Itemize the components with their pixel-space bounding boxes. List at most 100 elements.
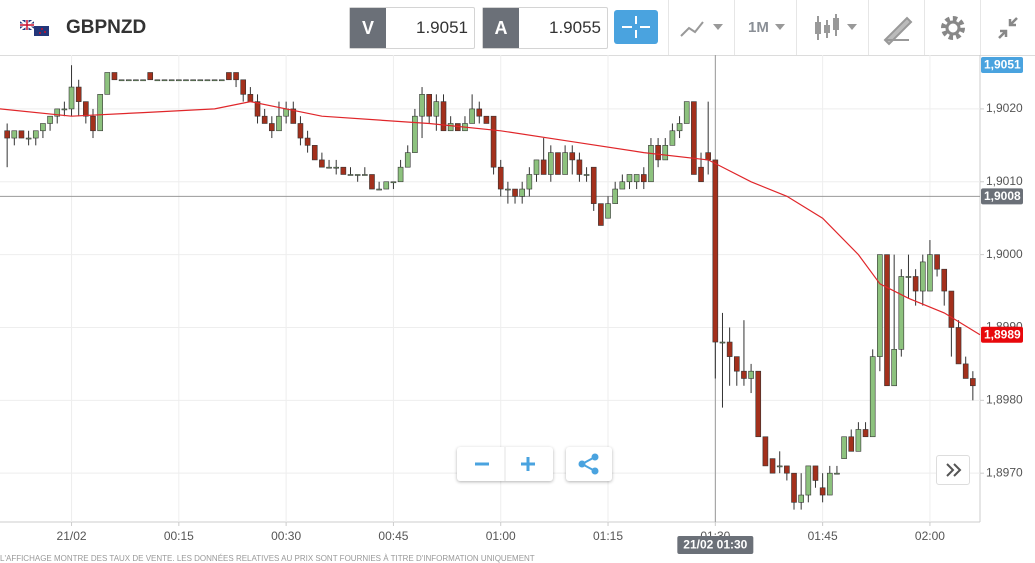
candle-body	[705, 152, 711, 161]
candle-body	[40, 123, 46, 132]
candle-body	[669, 130, 676, 146]
candle-body	[61, 108, 68, 111]
price-tag-label: 1,9051	[984, 58, 1021, 72]
candle-body	[176, 79, 182, 82]
candle-body	[25, 137, 32, 140]
x-tick-label: 01:15	[593, 529, 623, 543]
candle-body	[68, 86, 75, 110]
candle-body	[483, 115, 490, 124]
collapse-button[interactable]	[980, 0, 1035, 55]
candle-body	[970, 378, 976, 387]
candle-body	[848, 436, 855, 452]
candle-body	[433, 101, 440, 117]
candle-body	[698, 166, 704, 183]
candle-body	[619, 181, 626, 190]
candle-body	[877, 254, 883, 357]
candle-body	[75, 86, 82, 102]
scroll-end-button[interactable]	[936, 455, 970, 485]
sell-price: 1.9051	[416, 18, 468, 37]
candle-body	[941, 268, 948, 292]
candle-body	[383, 181, 390, 190]
candle-body	[133, 79, 139, 82]
candle-body	[326, 166, 332, 169]
candle-body	[841, 436, 847, 459]
candle-body	[304, 137, 311, 146]
candle-body	[190, 79, 196, 82]
candle-body	[183, 79, 189, 82]
candle-body	[590, 166, 597, 204]
x-tick-label: 00:45	[378, 529, 408, 543]
candle-body	[855, 429, 862, 452]
candle-body	[626, 174, 633, 183]
buy-price: 1.9055	[549, 18, 601, 37]
candle-body	[769, 458, 776, 474]
candle-body	[683, 101, 690, 124]
candle-style-button[interactable]	[796, 0, 869, 55]
candle-body	[719, 341, 726, 344]
candle-body	[47, 115, 53, 124]
candle-body	[898, 276, 905, 350]
candle-body	[655, 145, 661, 161]
candle-body	[469, 108, 475, 124]
candle-body	[891, 349, 897, 387]
candle-body	[519, 188, 525, 197]
candle-body	[290, 108, 297, 124]
price-tag-box	[981, 326, 1023, 343]
candle-body	[340, 166, 347, 175]
candle-body	[526, 174, 533, 190]
candle-body	[211, 79, 218, 82]
scroll-icon	[946, 463, 962, 477]
sell-price-button[interactable]: V 1.9051	[349, 7, 475, 49]
timeframe-button[interactable]: 1M	[734, 0, 797, 55]
candle-body	[4, 130, 10, 139]
buy-price-button[interactable]: A 1.9055	[482, 7, 608, 49]
candle-body	[362, 174, 368, 176]
collapse-icon	[998, 17, 1018, 39]
candle-body	[776, 465, 783, 468]
y-tick-label: 1,9000	[986, 247, 1023, 261]
candle-body	[533, 159, 540, 175]
crosshair-button[interactable]	[614, 10, 658, 44]
candle-body	[741, 370, 747, 379]
candle-body	[333, 166, 340, 169]
toolbar: GBPNZD V 1.9051 A 1.9055 1M	[0, 0, 1035, 56]
footnote: L'AFFICHAGE MONTRE DES TAUX DE VENTE. LE…	[0, 554, 535, 563]
share-icon	[578, 453, 599, 475]
candle-body	[826, 472, 833, 496]
price-tag: 1,9051	[981, 57, 1023, 73]
candle-body	[576, 159, 583, 175]
candle-body	[919, 261, 926, 292]
candle-body	[755, 370, 762, 438]
candle-body	[812, 465, 819, 481]
candle-body	[397, 166, 404, 183]
candle-body	[269, 123, 275, 132]
zoom-controls	[457, 447, 553, 481]
share-button[interactable]	[566, 447, 612, 481]
candle-body	[884, 254, 890, 387]
candle-body	[283, 108, 289, 117]
chart-type-button[interactable]	[668, 0, 735, 55]
candle-body	[762, 436, 769, 467]
draw-button[interactable]	[868, 0, 925, 55]
candle-body	[254, 101, 261, 117]
moving-average-line	[0, 100, 981, 336]
candle-body	[419, 94, 425, 117]
candle-body	[233, 72, 239, 81]
zoom-icons[interactable]	[457, 447, 553, 481]
candle-body	[569, 152, 576, 161]
candle-body	[426, 94, 432, 117]
settings-button[interactable]	[924, 0, 981, 55]
candle-body	[404, 152, 411, 168]
candle-body	[226, 72, 232, 81]
timeframe: 1M	[748, 19, 769, 36]
candle-body	[32, 130, 39, 139]
candle-body	[662, 145, 669, 161]
candle-icon	[815, 14, 857, 40]
candle-body	[154, 79, 161, 82]
chart-type-icon	[680, 21, 723, 37]
candle-body	[118, 79, 125, 82]
sell-label: V	[350, 8, 386, 48]
candle-body	[834, 472, 840, 475]
price-tag-box	[981, 57, 1023, 73]
settings-icon	[941, 16, 965, 40]
